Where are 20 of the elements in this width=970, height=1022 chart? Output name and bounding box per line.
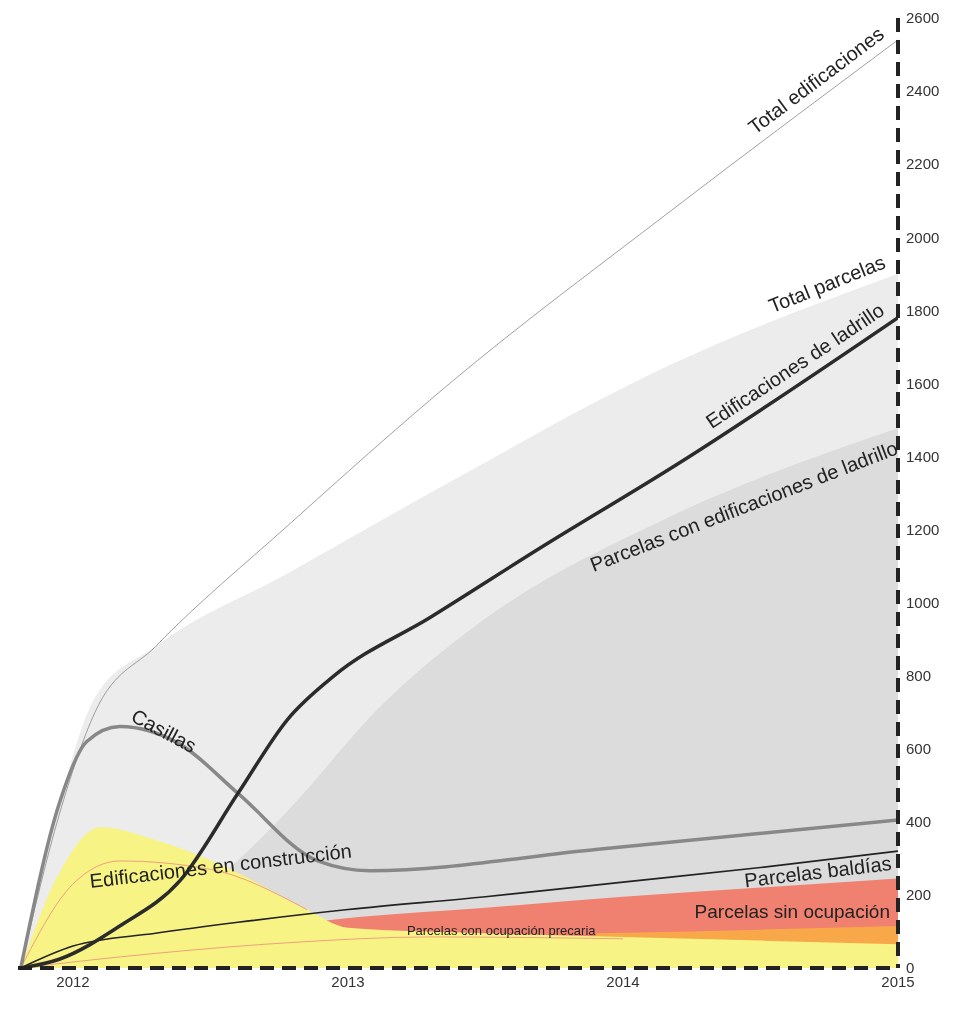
x-tick-label: 2012: [56, 972, 90, 990]
text: Parcelas baldías: [743, 852, 893, 892]
y-tick-label: 1400: [906, 447, 940, 465]
x-tick-label: 2013: [331, 972, 365, 990]
series-label: Parcelas sin ocupación: [694, 901, 890, 923]
y-tick-label: 2400: [906, 82, 940, 100]
y-tick-label: 2200: [906, 155, 940, 173]
y-tick-label: 1200: [906, 520, 940, 538]
y-tick-label: 1800: [906, 301, 940, 319]
x-tick-label: 2014: [606, 972, 640, 990]
series-label: Parcelas con ocupación precaria: [406, 923, 597, 939]
series-label: Edificaciones en construcción: [88, 839, 353, 892]
y-tick-label: 1600: [906, 374, 940, 392]
y-tick-label: 200: [906, 886, 932, 904]
y-tick-label: 2600: [906, 9, 940, 27]
y-tick-label: 2000: [906, 228, 940, 246]
y-tick-label: 800: [906, 667, 932, 685]
y-tick-label: 600: [906, 740, 932, 758]
y-tick-label: 1000: [906, 593, 940, 611]
y-tick-label: 400: [906, 813, 932, 831]
